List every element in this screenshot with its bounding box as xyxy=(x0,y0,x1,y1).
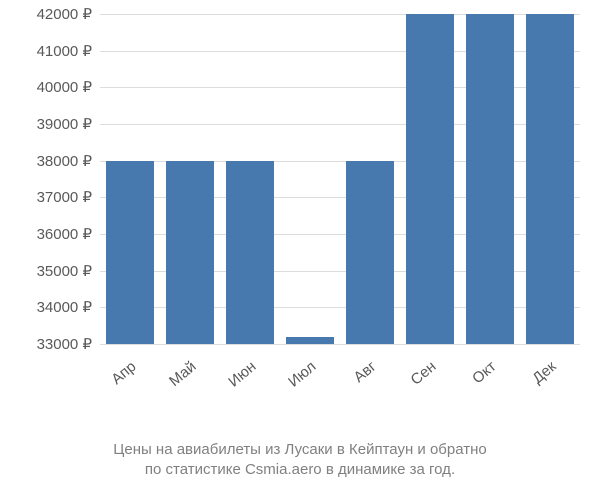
y-tick-label: 39000 ₽ xyxy=(0,115,92,133)
bar xyxy=(526,14,574,344)
x-tick-label: Май xyxy=(140,358,200,412)
x-tick-label: Сен xyxy=(380,358,440,412)
caption-line-1: Цены на авиабилеты из Лусаки в Кейптаун … xyxy=(0,440,600,460)
x-tick-label: Дек xyxy=(500,358,560,412)
y-tick-label: 35000 ₽ xyxy=(0,262,92,280)
bar xyxy=(166,161,214,344)
y-tick-label: 38000 ₽ xyxy=(0,152,92,170)
x-tick-label: Июн xyxy=(200,358,260,412)
x-tick-label: Апр xyxy=(80,358,140,412)
grid-line xyxy=(100,344,580,345)
bar xyxy=(406,14,454,344)
y-tick-label: 42000 ₽ xyxy=(0,5,92,23)
bar xyxy=(466,14,514,344)
bar xyxy=(226,161,274,344)
bar xyxy=(286,337,334,344)
y-tick-label: 33000 ₽ xyxy=(0,335,92,353)
y-tick-label: 40000 ₽ xyxy=(0,78,92,96)
chart-caption: Цены на авиабилеты из Лусаки в Кейптаун … xyxy=(0,440,600,480)
y-tick-label: 37000 ₽ xyxy=(0,188,92,206)
y-tick-label: 34000 ₽ xyxy=(0,298,92,316)
caption-line-2: по статистике Csmia.aero в динамике за г… xyxy=(0,460,600,480)
plot-area xyxy=(100,14,580,344)
x-tick-label: Окт xyxy=(440,358,500,412)
y-tick-label: 36000 ₽ xyxy=(0,225,92,243)
bar xyxy=(346,161,394,344)
x-tick-label: Авг xyxy=(320,358,380,412)
y-tick-label: 41000 ₽ xyxy=(0,42,92,60)
price-bar-chart: 33000 ₽ 34000 ₽ 35000 ₽ 36000 ₽ 37000 ₽ 38000… xyxy=(0,0,600,500)
bar xyxy=(106,161,154,344)
x-tick-label: Июл xyxy=(260,358,320,412)
